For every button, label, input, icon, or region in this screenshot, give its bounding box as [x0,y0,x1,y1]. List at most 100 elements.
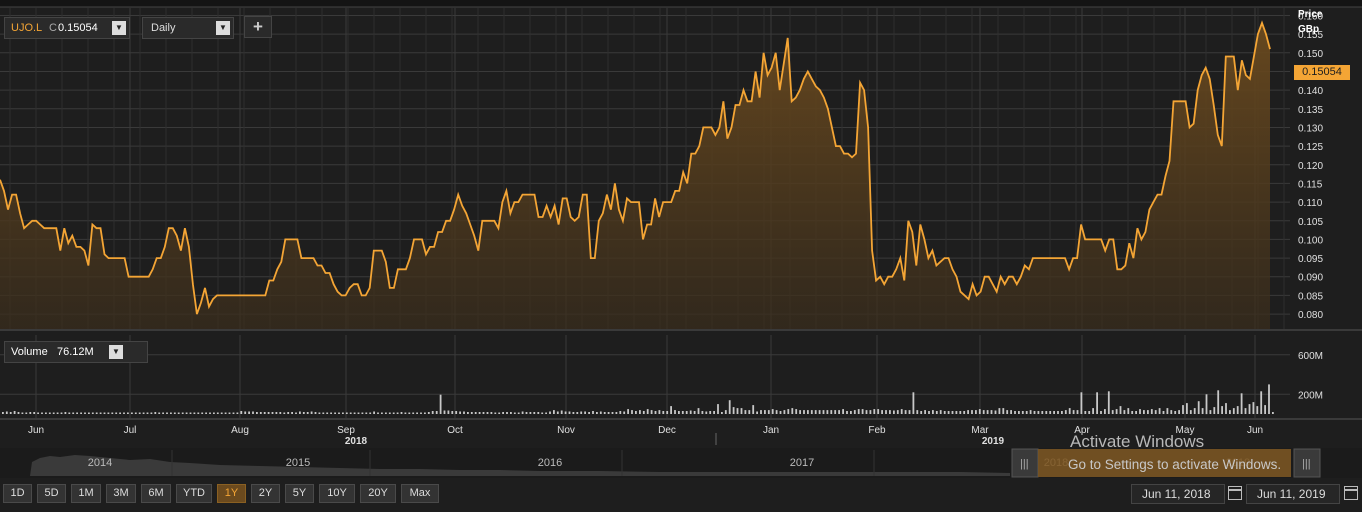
price-area [0,20,1271,330]
add-indicator-button[interactable]: + [244,16,272,38]
volume-bar [1088,411,1091,414]
calendar-icon[interactable] [1344,486,1358,500]
volume-bar [1131,411,1134,414]
volume-bar [756,411,758,414]
volume-bar [185,412,188,414]
from-date-field[interactable]: Jun 11, 2018 [1131,484,1225,504]
volume-bar [123,412,125,414]
price-tick-label: 0.100 [1298,235,1323,246]
volume-bar [990,410,993,414]
close-label: C [49,22,57,34]
volume-bar [259,412,262,414]
range-button-5y[interactable]: 5Y [285,484,314,503]
volume-bar [412,412,415,414]
volume-bar [846,411,848,414]
volume-bar [41,412,43,414]
volume-bar [1006,410,1009,414]
volume-bar [908,410,911,414]
range-button-2y[interactable]: 2Y [251,484,280,503]
range-button-5d[interactable]: 5D [37,484,66,503]
symbol-label: UJO.L [11,22,43,34]
volume-bar [263,412,266,414]
volume-bar [17,412,20,414]
range-button-20y[interactable]: 20Y [360,484,396,503]
volume-bar [420,412,422,414]
volume-bar [1162,411,1165,414]
volume-bar [357,412,360,414]
volume-bar [1037,411,1040,414]
volume-bar [302,412,305,414]
last-price-badge: 0.15054 [1294,65,1350,80]
volume-label: Volume [11,346,48,358]
volume-bar [56,412,59,414]
volume-bar [525,412,528,414]
volume-bar [299,411,301,414]
range-button-max[interactable]: Max [401,484,439,503]
volume-bar [408,412,411,414]
volume-bar [603,412,606,414]
volume-bar [486,412,489,414]
navigator-right-handle[interactable] [1293,448,1321,478]
volume-bar [580,411,583,414]
volume-bar [697,408,700,414]
volume-bar [623,411,626,414]
volume-bar [279,412,282,414]
volume-bar [826,410,829,414]
volume-bar [404,412,407,414]
volume-bar [431,411,434,414]
volume-bar [1045,411,1048,414]
volume-bar [838,410,840,414]
volume-bar [787,409,790,414]
volume-bar [1268,384,1270,414]
volume-bar [588,412,590,414]
volume-bar [373,411,375,414]
to-date-field[interactable]: Jun 11, 2019 [1246,484,1340,504]
range-button-6m[interactable]: 6M [141,484,171,503]
volume-bar [924,410,926,414]
range-button-3m[interactable]: 3M [106,484,136,503]
range-button-1y[interactable]: 1Y [217,484,246,503]
volume-bar [150,412,153,414]
volume-bar [799,410,801,414]
volume-bar [252,411,254,414]
volume-bar [740,408,743,414]
volume-bar [400,412,403,414]
volume-bar [1084,411,1087,414]
volume-bar [224,412,227,414]
volume-bar [342,412,344,414]
volume-bar [736,408,739,414]
volume-bar [1025,411,1028,414]
volume-bar [1147,410,1149,414]
calendar-icon[interactable] [1228,486,1242,500]
volume-bar [396,412,399,414]
volume-bar [119,412,121,414]
volume-bar [576,412,579,414]
navigator-selection[interactable] [1038,449,1291,477]
volume-selector[interactable]: Volume 76.12M ▼ [4,341,148,363]
volume-bar [791,408,794,414]
price-area-fill [0,22,1270,330]
volume-grid [0,335,1290,418]
volume-value: 76.12M [57,346,94,358]
volume-bar [1264,405,1266,414]
range-button-10y[interactable]: 10Y [319,484,355,503]
volume-bar [963,411,966,414]
range-button-1d[interactable]: 1D [3,484,32,503]
volume-bar [807,410,809,414]
range-button-ytd[interactable]: YTD [176,484,212,503]
volume-bar [1217,390,1220,414]
volume-bar [127,412,129,414]
price-tick-label: 0.150 [1298,49,1323,60]
volume-bar [971,410,973,414]
symbol-selector[interactable]: UJO.L C 0.15054 ▼ [4,17,130,39]
range-button-1m[interactable]: 1M [71,484,101,503]
volume-bar [134,412,137,414]
volume-bar [72,412,75,414]
volume-bar [1205,394,1208,415]
volume-bar [490,412,493,414]
volume-bar [553,410,555,414]
interval-selector[interactable]: Daily ▼ [142,17,234,39]
navigator[interactable]: 201420152016201720182019 ||| ||| [0,448,1362,478]
volume-bar [170,412,172,414]
volume-bar [1068,408,1071,414]
